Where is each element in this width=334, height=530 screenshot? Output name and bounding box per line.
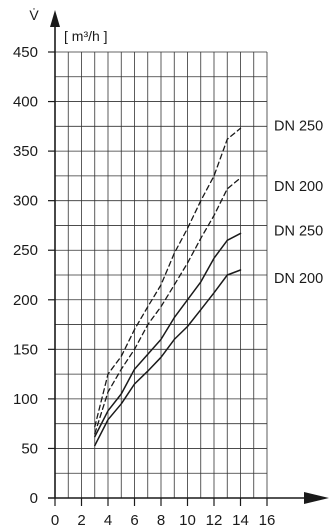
series-label: DN 250 [274, 118, 323, 134]
axes [48, 10, 329, 504]
series-line-solid [94, 232, 242, 438]
x-tick-label: 12 [206, 512, 223, 529]
series-line-dashed [94, 177, 242, 435]
y-tick-label: 250 [13, 242, 38, 259]
x-tick-label: 14 [232, 512, 249, 529]
series-line-dashed [94, 127, 242, 428]
y-axis-symbol: V̇ [29, 7, 39, 23]
y-tick-label: 450 [13, 44, 38, 61]
series-lines [94, 127, 242, 447]
x-tick-label: 10 [179, 512, 196, 529]
grid [55, 51, 268, 498]
series-label: DN 200 [274, 271, 323, 287]
x-tick-label: 2 [77, 512, 85, 529]
series-labels: DN 250 DN 200 DN 250 DN 200 [274, 118, 323, 287]
x-axis-arrow [304, 492, 329, 504]
y-tick-label: 150 [13, 341, 38, 358]
x-tick-label: 0 [51, 512, 59, 529]
y-axis-unit: [ m³/h ] [64, 28, 108, 44]
y-axis-arrow [50, 10, 60, 27]
x-tick-label: 4 [104, 512, 112, 529]
y-tick-label: 300 [13, 193, 38, 210]
series-label: DN 250 [274, 223, 323, 239]
x-tick-label: 16 [259, 512, 276, 529]
x-tick-label: 8 [157, 512, 165, 529]
y-tick-label: 100 [13, 391, 38, 408]
x-tick-label: 6 [130, 512, 138, 529]
tick-labels: 0 2 4 6 8 10 12 14 16 0 50 100 150 200 250 300 350 400 450 [13, 44, 275, 529]
series-line-solid [94, 269, 242, 447]
series-label: DN 200 [274, 179, 323, 195]
y-tick-label: 50 [21, 440, 38, 457]
y-tick-label: 0 [30, 490, 38, 507]
y-tick-label: 350 [13, 143, 38, 160]
y-tick-label: 200 [13, 292, 38, 309]
y-tick-label: 400 [13, 94, 38, 111]
